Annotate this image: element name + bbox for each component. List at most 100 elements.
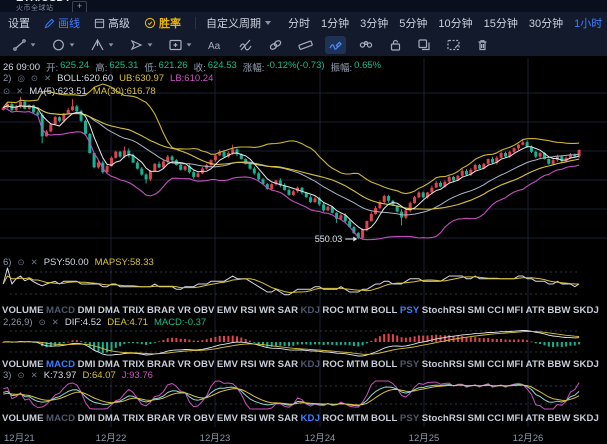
indicator-tab-boll-row2[interactable]: BOLL	[370, 359, 398, 370]
period-button-5分钟[interactable]: 5分钟	[399, 18, 428, 30]
indicator-tab-roc-row2[interactable]: ROC	[322, 359, 345, 370]
indicator-tab-volume-row1[interactable]: VOLUME	[2, 305, 44, 316]
brush-tool[interactable]	[325, 36, 346, 54]
indicator-tab-skdj-row1[interactable]: SKDJ	[572, 305, 599, 316]
custom-period-dropdown[interactable]: 自定义周期	[206, 15, 271, 31]
advanced-button[interactable]: 高级	[94, 15, 130, 31]
indicator-tab-macd-row3[interactable]: MACD	[46, 413, 76, 424]
indicator-tab-macd-row2[interactable]: MACD	[46, 359, 76, 370]
delete-tool[interactable]	[473, 36, 492, 54]
indicator-tab-wr-row1[interactable]: WR	[259, 305, 276, 316]
close-icon[interactable]: ✕	[30, 257, 38, 267]
indicator-tab-psy-row3[interactable]: PSY	[399, 413, 420, 424]
snapshot-tool[interactable]	[443, 36, 464, 54]
chevron-down-icon[interactable]	[186, 43, 192, 47]
settings-button[interactable]: 设置	[8, 15, 30, 31]
close-icon[interactable]: ✕	[30, 370, 38, 380]
indicator-tab-vr-row2[interactable]: VR	[177, 359, 192, 370]
indicator-tab-cci-row2[interactable]: CCI	[487, 359, 505, 370]
indicator-tab-atr-row2[interactable]: ATR	[525, 359, 545, 370]
indicator-tab-psy-row1[interactable]: PSY	[399, 305, 420, 316]
indicator-tab-cci-row1[interactable]: CCI	[487, 305, 505, 316]
indicator-tab-mtm-row1[interactable]: MTM	[346, 305, 369, 316]
indicator-tab-macd-row1[interactable]: MACD	[46, 305, 76, 316]
close-icon[interactable]: ✕	[44, 73, 52, 83]
period-button-1分钟[interactable]: 1分钟	[321, 18, 350, 30]
indicator-tab-stochrsi-row1[interactable]: StochRSI	[421, 305, 466, 316]
exchange-tab[interactable]: 火币全球站	[16, 5, 54, 12]
period-button-分时[interactable]: 分时	[288, 18, 310, 30]
indicator-tab-boll-row1[interactable]: BOLL	[370, 305, 398, 316]
copy-tool[interactable]	[414, 36, 434, 54]
indicator-tab-sar-row1[interactable]: SAR	[277, 305, 299, 316]
indicator-tab-vr-row3[interactable]: VR	[177, 413, 192, 424]
indicator-tab-smi-row3[interactable]: SMI	[467, 413, 485, 424]
period-button-15分钟[interactable]: 15分钟	[483, 18, 518, 30]
ellipse-tool[interactable]	[48, 36, 78, 54]
indicator-tab-mfi-row2[interactable]: MFI	[506, 359, 524, 370]
wave-eraser-tool[interactable]	[235, 36, 256, 54]
indicator-tab-brar-row3[interactable]: BRAR	[147, 413, 176, 424]
indicator-tab-boll-row3[interactable]: BOLL	[370, 413, 398, 424]
gear-icon[interactable]: ⊙	[30, 73, 38, 83]
indicator-tab-trix-row2[interactable]: TRIX	[122, 359, 145, 370]
indicator-tab-smi-row2[interactable]: SMI	[467, 359, 485, 370]
indicator-tab-volume-row2[interactable]: VOLUME	[2, 359, 44, 370]
period-button-30分钟[interactable]: 30分钟	[528, 18, 564, 30]
indicator-tab-dmi-row2[interactable]: DMI	[77, 359, 96, 370]
indicator-tab-skdj-row3[interactable]: SKDJ	[572, 413, 599, 424]
indicator-tab-cci-row3[interactable]: CCI	[487, 413, 505, 424]
indicator-tab-bbw-row1[interactable]: BBW	[547, 305, 571, 316]
indicator-tab-dma-row2[interactable]: DMA	[97, 359, 120, 370]
indicator-tab-stochrsi-row3[interactable]: StochRSI	[421, 413, 466, 424]
indicator-tab-smi-row1[interactable]: SMI	[467, 305, 485, 316]
indicator-tab-sar-row3[interactable]: SAR	[277, 413, 299, 424]
indicator-tab-bbw-row3[interactable]: BBW	[547, 413, 571, 424]
indicator-tab-brar-row1[interactable]: BRAR	[147, 305, 176, 316]
indicator-tab-trix-row1[interactable]: TRIX	[122, 305, 145, 316]
indicator-tab-psy-row2[interactable]: PSY	[399, 359, 420, 370]
indicator-tab-mtm-row3[interactable]: MTM	[346, 413, 369, 424]
indicator-tab-mfi-row1[interactable]: MFI	[506, 305, 524, 316]
close-icon[interactable]: ✕	[16, 86, 24, 96]
indicator-tab-dmi-row1[interactable]: DMI	[77, 305, 96, 316]
indicator-tab-bbw-row2[interactable]: BBW	[547, 359, 571, 370]
indicator-tab-stochrsi-row2[interactable]: StochRSI	[421, 359, 466, 370]
gear-icon[interactable]: ⊙	[3, 86, 11, 96]
chevron-down-icon[interactable]	[30, 43, 36, 47]
eye-icon[interactable]: ◎	[17, 73, 25, 83]
indicator-tab-emv-row3[interactable]: EMV	[216, 413, 238, 424]
indicator-tab-roc-row1[interactable]: ROC	[322, 305, 345, 316]
indicator-tab-rsi-row1[interactable]: RSI	[240, 305, 257, 316]
indicator-tab-sar-row2[interactable]: SAR	[277, 359, 299, 370]
magnet-tool[interactable]	[355, 36, 377, 54]
indicator-tab-rsi-row2[interactable]: RSI	[240, 359, 257, 370]
period-button-3分钟[interactable]: 3分钟	[360, 18, 389, 30]
chevron-down-icon[interactable]	[147, 43, 153, 47]
draw-button[interactable]: 画线	[44, 15, 80, 31]
indicator-tab-mtm-row2[interactable]: MTM	[346, 359, 369, 370]
indicator-tab-brar-row2[interactable]: BRAR	[147, 359, 176, 370]
indicator-tab-roc-row3[interactable]: ROC	[322, 413, 345, 424]
gear-icon[interactable]: ⊙	[17, 257, 25, 267]
chevron-down-icon[interactable]	[108, 43, 114, 47]
indicator-tab-kdj-row1[interactable]: KDJ	[300, 305, 321, 316]
indicator-tab-emv-row2[interactable]: EMV	[216, 359, 238, 370]
indicator-tab-obv-row3[interactable]: OBV	[193, 413, 215, 424]
trend-line-tool[interactable]	[9, 36, 39, 54]
indicator-tab-trix-row3[interactable]: TRIX	[122, 413, 145, 424]
winrate-button[interactable]: 胜率	[144, 15, 181, 31]
parallel-channel-tool[interactable]	[265, 36, 286, 54]
indicator-tab-dmi-row3[interactable]: DMI	[77, 413, 96, 424]
period-button-1小时[interactable]: 1小时	[574, 18, 603, 30]
indicator-tab-mfi-row3[interactable]: MFI	[506, 413, 524, 424]
indicator-tab-obv-row1[interactable]: OBV	[193, 305, 215, 316]
indicator-tab-vr-row1[interactable]: VR	[177, 305, 192, 316]
indicator-tab-volume-row3[interactable]: VOLUME	[2, 413, 44, 424]
indicator-tab-wr-row3[interactable]: WR	[259, 413, 276, 424]
chevron-down-icon[interactable]	[69, 43, 75, 47]
chart-canvas[interactable]: 550.03	[0, 56, 607, 444]
period-button-10分钟[interactable]: 10分钟	[438, 18, 473, 30]
indicator-tab-atr-row3[interactable]: ATR	[525, 413, 545, 424]
indicator-tab-emv-row1[interactable]: EMV	[216, 305, 238, 316]
